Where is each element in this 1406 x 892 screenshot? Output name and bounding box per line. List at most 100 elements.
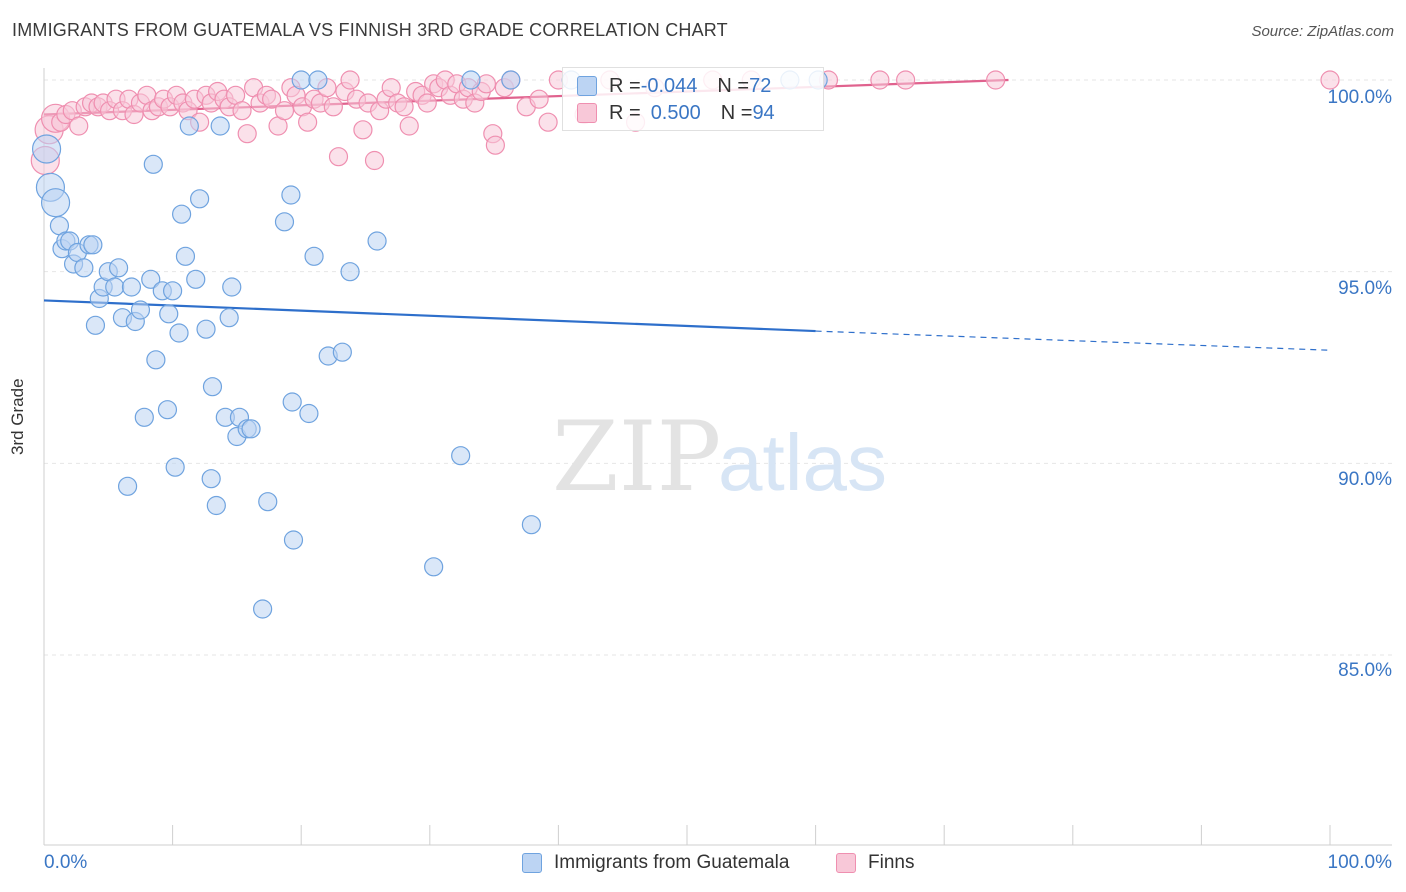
data-point (870, 70, 890, 90)
data-point (274, 101, 295, 121)
r-label: R = (609, 101, 641, 124)
data-point (202, 377, 223, 397)
data-point (206, 495, 226, 516)
r-label: R = (609, 74, 641, 97)
data-point (501, 70, 521, 90)
legend-label: Immigrants from Guatemala (554, 852, 790, 873)
data-point (394, 97, 414, 117)
data-point (117, 476, 138, 496)
n-value: 72 (749, 74, 772, 97)
data-point (165, 457, 185, 477)
data-point (538, 112, 558, 132)
data-point (141, 269, 161, 289)
data-point (237, 124, 257, 144)
watermark-zip: ZIP (552, 401, 721, 513)
data-point (332, 342, 352, 362)
data-point (364, 150, 385, 171)
data-point (172, 204, 192, 224)
legend-swatch-blue (522, 853, 542, 873)
data-point (485, 135, 505, 155)
data-point (262, 89, 282, 109)
data-point (323, 97, 343, 117)
data-point (258, 492, 278, 512)
chart-title: IMMIGRANTS FROM GUATEMALA VS FINNISH 3RD… (12, 20, 728, 40)
source-credit: Source: ZipAtlas.com (1251, 23, 1394, 40)
legend-label: Finns (868, 852, 915, 873)
data-point (190, 189, 210, 209)
data-point (399, 116, 419, 136)
data-point (108, 258, 129, 278)
data-point (169, 323, 189, 343)
data-point (417, 93, 437, 113)
data-point (222, 277, 242, 297)
data-point (196, 319, 216, 339)
data-point (69, 116, 89, 136)
data-point (40, 188, 71, 218)
guatemala-points (31, 70, 828, 619)
data-point (163, 281, 183, 301)
y-tick-label: 90.0% (1338, 469, 1392, 490)
stats-row-blue: R = -0.044 N = 72 (577, 73, 771, 99)
data-point (282, 392, 302, 412)
data-point (134, 407, 154, 427)
data-point (529, 89, 549, 109)
guatemala-trend-extension (815, 330, 1331, 351)
data-point (521, 515, 541, 535)
legend-item-guatemala[interactable]: Immigrants from Guatemala (522, 852, 789, 874)
n-value: 94 (752, 101, 775, 124)
data-point (121, 277, 142, 297)
n-label: N = (720, 101, 753, 124)
data-point (451, 446, 471, 466)
stats-row-pink: R = 0.500 N = 94 (577, 100, 775, 126)
x-tick-label-max: 100.0% (1327, 852, 1392, 873)
data-point (298, 112, 318, 132)
data-point (328, 147, 349, 167)
data-point (157, 400, 178, 420)
data-point (130, 300, 151, 320)
data-point (219, 308, 239, 328)
data-point (340, 70, 360, 90)
data-point (83, 235, 103, 255)
data-point (274, 212, 295, 232)
data-point (74, 258, 94, 278)
legend-item-finns[interactable]: Finns (836, 852, 914, 874)
data-point (299, 403, 319, 424)
data-point (241, 419, 261, 439)
r-value: 0.500 (650, 101, 701, 124)
y-tick-label: 85.0% (1338, 660, 1392, 681)
data-point (1320, 70, 1340, 90)
watermark-atlas: atlas (718, 418, 887, 507)
y-tick-label: 95.0% (1338, 278, 1392, 299)
y-tick-label: 100.0% (1327, 87, 1392, 108)
correlation-stats-box: R = -0.044 N = 72 R = 0.500 N = 94 (562, 67, 824, 131)
n-label: N = (717, 74, 750, 97)
gridlines (44, 79, 1392, 656)
data-point (291, 70, 311, 90)
x-tick-label-min: 0.0% (44, 852, 88, 873)
data-point (367, 231, 387, 251)
data-point (461, 70, 481, 90)
pink-swatch (577, 103, 597, 123)
data-point (283, 530, 304, 550)
data-point (175, 246, 196, 266)
data-point (424, 557, 444, 577)
data-point (105, 277, 125, 297)
data-point (85, 315, 106, 335)
data-point (210, 116, 230, 136)
data-point (179, 116, 199, 136)
data-point (281, 185, 301, 205)
data-point (159, 304, 179, 324)
data-point (340, 262, 360, 282)
data-point (253, 599, 273, 619)
axes (43, 68, 1392, 846)
data-point (186, 269, 206, 289)
r-value: -0.044 (640, 74, 698, 97)
y-axis-label: 3rd Grade (8, 378, 27, 455)
data-point (143, 154, 163, 174)
data-point (308, 70, 328, 90)
data-point (304, 246, 324, 266)
data-point (986, 70, 1006, 90)
data-point (31, 134, 62, 164)
